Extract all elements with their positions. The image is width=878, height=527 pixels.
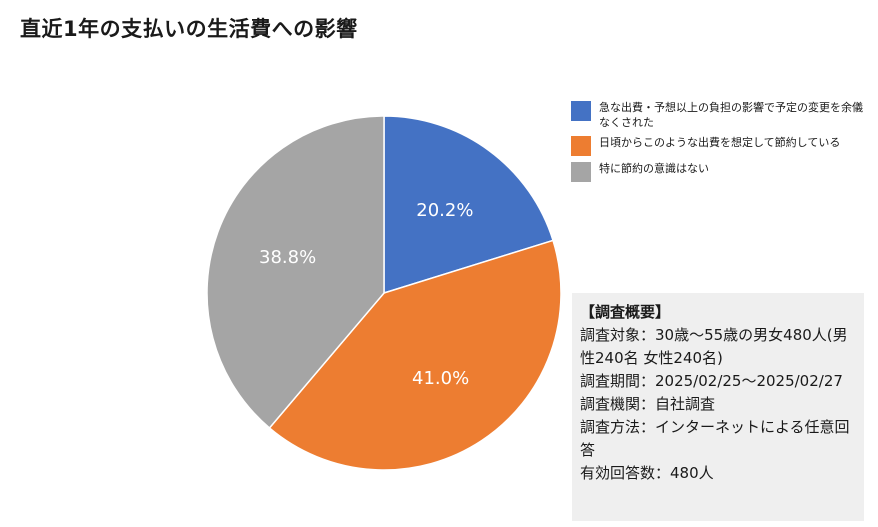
- chart-title: 直近1年の支払いの生活費への影響: [20, 17, 358, 41]
- legend-label: 特に節約の意識はない: [599, 162, 709, 175]
- pie-slice-saving-planned: [268, 239, 562, 471]
- pie-label-saving-planned: 41.0%: [412, 368, 469, 389]
- legend-item: 急な出費・予想以上の負担の影響で予定の変更を余儀なくされた: [571, 100, 871, 130]
- pie-slice-no-saving: [206, 115, 385, 430]
- pie-label-no-saving: 38.8%: [259, 247, 316, 268]
- survey-summary-box: 【調査概要】 調査対象：30歳〜55歳の男女480人(男性240名 女性240名…: [572, 293, 864, 521]
- legend-label: 日頃からこのような出費を想定して節約している: [599, 136, 841, 149]
- legend-item: 特に節約の意識はない: [571, 161, 871, 182]
- survey-line-method: 調査方法：インターネットによる任意回答: [580, 418, 850, 459]
- survey-line-period: 調査期間：2025/02/25〜2025/02/27: [580, 372, 843, 390]
- legend-swatch: [571, 136, 591, 156]
- survey-line-responses: 有効回答数：480人: [580, 464, 714, 482]
- survey-line-organization: 調査機関：自社調査: [580, 395, 716, 413]
- legend-swatch: [571, 162, 591, 182]
- pie-label-schedule-changed: 20.2%: [416, 200, 473, 221]
- survey-line-target: 調査対象：30歳〜55歳の男女480人(男性240名 女性240名): [580, 326, 848, 367]
- legend-swatch: [571, 101, 591, 121]
- survey-heading: 【調査概要】: [580, 303, 671, 321]
- legend-label: 急な出費・予想以上の負担の影響で予定の変更を余儀なくされた: [599, 101, 863, 129]
- legend: 急な出費・予想以上の負担の影響で予定の変更を余儀なくされた 日頃からこのような出…: [571, 100, 871, 187]
- legend-item: 日頃からこのような出費を想定して節約している: [571, 135, 871, 156]
- pie-slice-schedule-changed: [383, 115, 554, 295]
